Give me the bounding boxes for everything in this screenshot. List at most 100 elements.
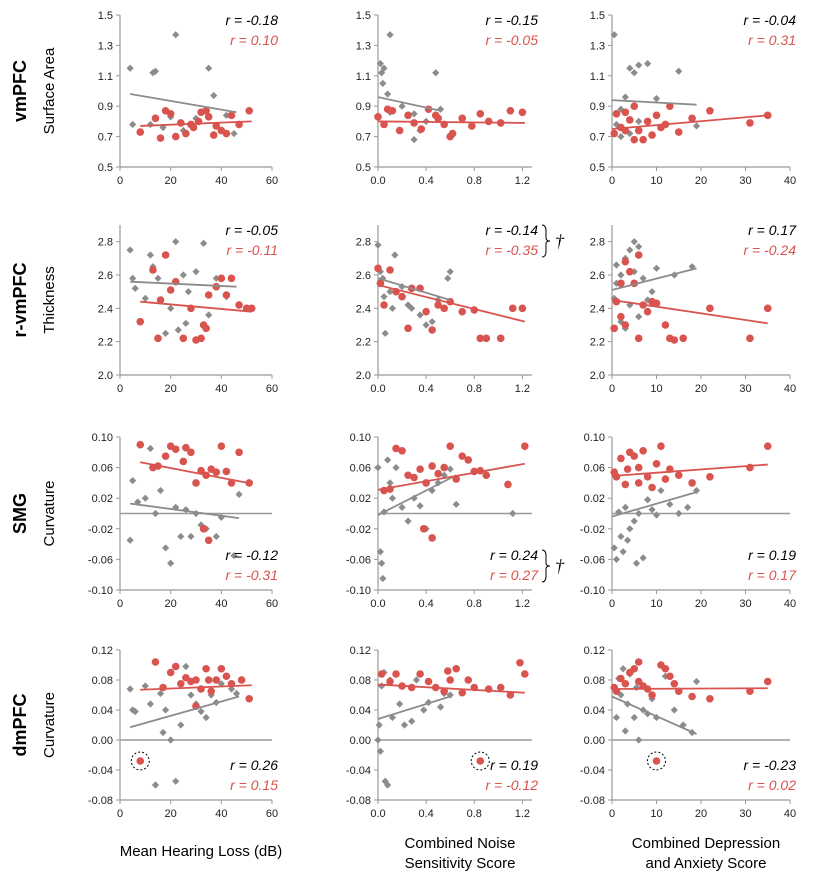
gray-diamond-point: [610, 31, 618, 39]
gray-diamond-point: [652, 264, 661, 272]
gray-diamond-point: [410, 136, 418, 144]
y-tick-label: 0.7: [356, 132, 371, 144]
gray-diamond-point: [167, 304, 175, 312]
red-circle-point: [410, 119, 418, 127]
gray-diamond-point: [617, 691, 625, 699]
scatter-panel-r4-c1: 0.12 0.08 0.04 0.00 -0.04 -0.08 0 20 40 60 r = 0.2…: [88, 645, 278, 820]
red-circle-point: [237, 676, 246, 684]
y-tick-label: 0.00: [350, 735, 371, 747]
red-circle-point: [166, 668, 175, 677]
gray-diamond-point: [162, 706, 170, 714]
x-tick-label: 40: [784, 598, 796, 610]
red-circle-point: [398, 292, 406, 301]
red-circle-point: [245, 694, 253, 703]
gray-diamond-point: [235, 490, 243, 498]
x-tick-label: 40: [784, 808, 796, 820]
gray-diamond-point: [156, 486, 165, 495]
red-circle-point: [476, 110, 485, 118]
red-circle-point: [428, 462, 436, 470]
x-tick-label: 0.0: [370, 598, 385, 610]
x-tick-label: 0: [609, 808, 615, 820]
r-value-gray: r = -0.18: [225, 12, 278, 28]
r-value-red: r = 0.17: [748, 567, 797, 583]
gray-diamond-point: [416, 502, 424, 510]
x-tick-label: 30: [739, 175, 751, 187]
red-circle-point: [235, 301, 243, 309]
gray-diamond-point: [212, 532, 220, 541]
scatter-panel-r3-c3: 0.10 0.06 0.02 -0.02 -0.06 -0.10 0 10 20 30 40 r = …: [580, 432, 797, 610]
red-circle-point: [706, 106, 714, 115]
red-circle-point: [151, 114, 160, 123]
red-regression-line: [377, 284, 525, 323]
red-circle-point: [518, 304, 527, 313]
red-circle-point: [440, 687, 448, 696]
r-value-red: r = -0.11: [227, 242, 279, 258]
y-tick-label: 0.7: [590, 132, 605, 144]
gray-diamond-point: [205, 311, 213, 319]
red-circle-point: [202, 324, 210, 333]
red-circle-point: [621, 679, 630, 688]
gray-diamond-point: [619, 548, 627, 556]
y-tick-label: 0.00: [92, 735, 113, 747]
gray-diamond-point: [384, 456, 392, 464]
red-circle-point: [630, 102, 639, 110]
gray-diamond-point: [380, 293, 388, 301]
x-tick-label: 30: [739, 808, 751, 820]
y-tick-label: -0.02: [580, 524, 605, 536]
red-circle-point: [610, 129, 619, 138]
y-tick-label: -0.08: [88, 795, 113, 807]
red-circle-point: [199, 525, 208, 533]
red-circle-point: [617, 312, 625, 321]
red-circle-point: [212, 122, 221, 130]
red-circle-point: [670, 679, 679, 688]
gray-diamond-point: [376, 747, 385, 755]
x-tick-label: 60: [266, 598, 278, 610]
gray-diamond-point: [670, 706, 678, 714]
y-tick-label: -0.04: [346, 765, 371, 777]
x-tick-label: 0: [609, 383, 615, 395]
row-region-label: vmPFC: [10, 60, 30, 122]
y-tick-label: 1.1: [98, 71, 113, 83]
gray-diamond-point: [378, 682, 386, 690]
gray-diamond-point: [398, 503, 406, 511]
red-circle-point: [177, 119, 185, 127]
red-circle-point: [639, 135, 647, 144]
gray-diamond-point: [398, 102, 406, 110]
red-circle-point: [398, 446, 406, 455]
x-tick-label: 20: [165, 383, 177, 395]
y-tick-label: 0.02: [584, 493, 605, 505]
red-circle-point: [496, 334, 505, 343]
y-tick-label: 0.02: [350, 493, 371, 505]
outlier-dashed-circle: [470, 751, 490, 771]
gray-regression-line: [130, 502, 240, 519]
red-circle-point: [204, 113, 213, 121]
gray-diamond-point: [635, 243, 643, 251]
y-tick-label: 0.9: [590, 101, 605, 113]
x-tick-label: 0: [117, 383, 123, 395]
red-regression-line: [140, 120, 252, 127]
red-circle-point: [380, 301, 388, 309]
gray-diamond-point: [182, 662, 190, 671]
gray-diamond-point: [416, 311, 424, 319]
red-circle-point: [171, 132, 180, 141]
x-tick-label: 20: [695, 598, 707, 610]
red-circle-point: [440, 304, 448, 313]
gray-diamond-point: [626, 525, 634, 533]
scatter-panel-r2-c2: 2.0 2.2 2.4 2.6 2.8 0.0 0.4 0.8 1.2 r = -0.14 r = …: [356, 222, 565, 395]
red-circle-point: [621, 108, 630, 117]
gray-diamond-point: [162, 329, 170, 337]
gray-diamond-point: [141, 494, 149, 502]
column-axis-label: Sensitivity Score: [405, 855, 516, 872]
red-circle-point: [621, 321, 630, 329]
row-measure-label: Curvature: [41, 692, 58, 758]
gray-diamond-point: [379, 79, 387, 87]
y-tick-label: 2.4: [98, 303, 113, 315]
red-circle-point: [623, 465, 632, 473]
r-value-gray: r = 0.19: [490, 757, 538, 773]
gray-diamond-point: [666, 500, 674, 508]
red-circle-point: [422, 307, 430, 316]
red-circle-point: [610, 324, 619, 333]
gray-diamond-point: [177, 721, 185, 729]
red-circle-point: [746, 119, 754, 127]
y-tick-label: -0.10: [346, 585, 371, 597]
